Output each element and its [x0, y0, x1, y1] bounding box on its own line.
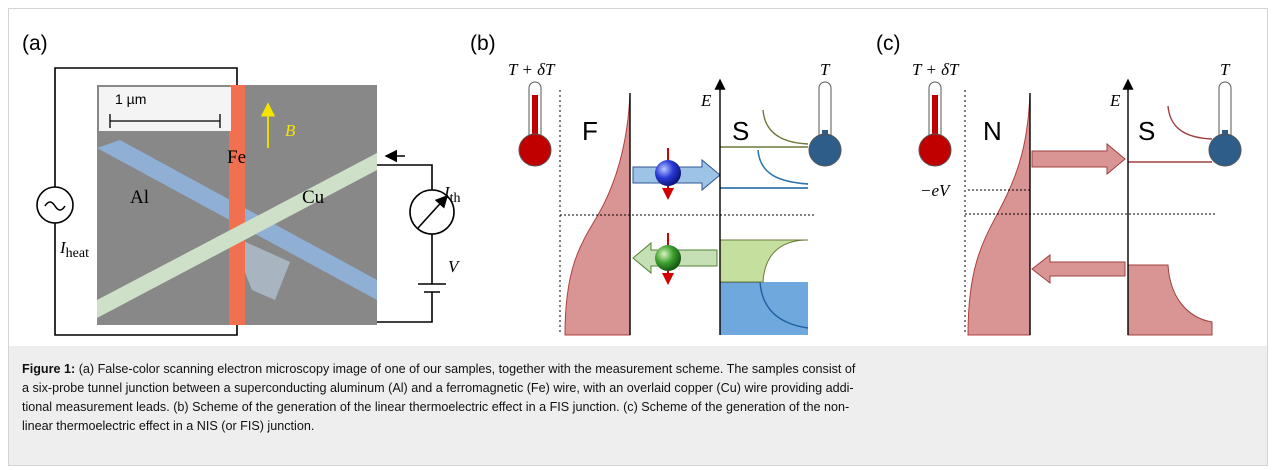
caption-line: tional measurement leads. (b) Scheme of … [22, 400, 849, 414]
spin-up-electron [655, 160, 681, 186]
al-label: Al [130, 187, 149, 208]
scale-bar-label: 1 µm [115, 91, 146, 107]
shape [518, 133, 552, 167]
shape [229, 85, 245, 325]
hot-label: T + δT [912, 60, 960, 79]
symbol: I [59, 238, 67, 257]
shape [918, 133, 952, 167]
cold-label: T [1220, 60, 1231, 79]
shape [720, 149, 809, 189]
current-th-label: Ith [443, 183, 461, 206]
shape [109, 114, 221, 128]
cu-label: Cu [302, 187, 325, 208]
dos-up [719, 239, 809, 283]
caption-text: (a) False-color scanning electron micros… [79, 362, 856, 376]
shape [808, 133, 842, 167]
right-label: S [732, 116, 749, 146]
voltage-label: V [448, 257, 461, 276]
dos-upper [1128, 105, 1213, 163]
caption-line: linear thermoelectric effect in a NIS (o… [22, 419, 314, 433]
thermometer-hot [918, 81, 952, 167]
shape [97, 153, 377, 318]
caption-line: a six-probe tunnel junction between a su… [22, 381, 854, 395]
caption-line: Figure 1: (a) False-color scanning elect… [22, 362, 856, 376]
panel-label: (c) [876, 32, 901, 55]
thermometer-cold [808, 81, 842, 167]
dos-upper [720, 109, 809, 189]
axis-label: E [1109, 91, 1121, 110]
subscript: th [450, 191, 461, 206]
arrow-left [1031, 253, 1126, 285]
spin-down-electron [655, 245, 681, 271]
shape [370, 234, 446, 323]
arrow-right [1031, 142, 1126, 176]
left-label: N [983, 116, 1002, 146]
shape [99, 87, 231, 131]
panel-label: (b) [470, 32, 496, 55]
panel-label: (a) [22, 32, 48, 55]
thermometer-hot [518, 81, 552, 167]
sem-image [97, 85, 377, 325]
shape [370, 164, 433, 190]
shape [720, 282, 808, 335]
fe-label: Fe [227, 147, 246, 168]
symbol: I [443, 183, 451, 202]
left-label: F [582, 116, 598, 146]
hot-label: T + δT [508, 60, 556, 79]
shape [1208, 133, 1242, 167]
thermometer-cold [1208, 81, 1242, 167]
shape [44, 201, 66, 211]
axis-label: E [700, 91, 712, 110]
field-label: B [285, 121, 296, 140]
dos-lower [1127, 264, 1213, 336]
circuit [36, 67, 455, 336]
bias-label: −eV [920, 181, 952, 200]
right-label: S [1138, 116, 1155, 146]
shape [932, 95, 938, 150]
subscript: heat [66, 246, 89, 261]
shape [417, 194, 449, 229]
current-heat-label: Iheat [59, 238, 89, 261]
caption-label: Figure 1: [22, 362, 75, 376]
shape [532, 95, 538, 150]
caption-box [9, 346, 1267, 465]
cold-label: T [820, 60, 831, 79]
